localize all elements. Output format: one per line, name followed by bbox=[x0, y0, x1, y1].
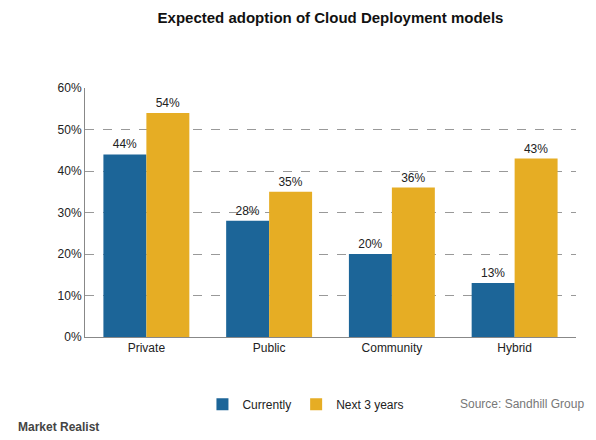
svg-text:54%: 54% bbox=[156, 96, 180, 110]
svg-text:36%: 36% bbox=[401, 171, 425, 185]
svg-text:Public: Public bbox=[253, 341, 286, 355]
svg-text:60%: 60% bbox=[58, 81, 82, 95]
svg-text:Expected adoption of Cloud Dep: Expected adoption of Cloud Deployment mo… bbox=[158, 9, 504, 26]
svg-text:44%: 44% bbox=[113, 137, 137, 151]
svg-text:Private: Private bbox=[128, 341, 166, 355]
svg-text:43%: 43% bbox=[524, 142, 548, 156]
svg-text:0%: 0% bbox=[64, 330, 82, 344]
svg-text:28%: 28% bbox=[235, 204, 259, 218]
svg-text:Market Realist: Market Realist bbox=[18, 420, 99, 434]
svg-text:10%: 10% bbox=[58, 289, 82, 303]
svg-text:Source: Sandhill Group: Source: Sandhill Group bbox=[460, 397, 584, 411]
svg-text:Currently: Currently bbox=[242, 398, 291, 412]
svg-text:20%: 20% bbox=[58, 247, 82, 261]
svg-text:50%: 50% bbox=[58, 123, 82, 137]
svg-text:40%: 40% bbox=[58, 164, 82, 178]
svg-text:13%: 13% bbox=[481, 266, 505, 280]
svg-text:20%: 20% bbox=[358, 237, 382, 251]
svg-text:Next 3 years: Next 3 years bbox=[336, 398, 403, 412]
svg-text:30%: 30% bbox=[58, 206, 82, 220]
svg-text:Community: Community bbox=[362, 341, 423, 355]
svg-text:35%: 35% bbox=[278, 175, 302, 189]
svg-text:Hybrid: Hybrid bbox=[497, 341, 532, 355]
